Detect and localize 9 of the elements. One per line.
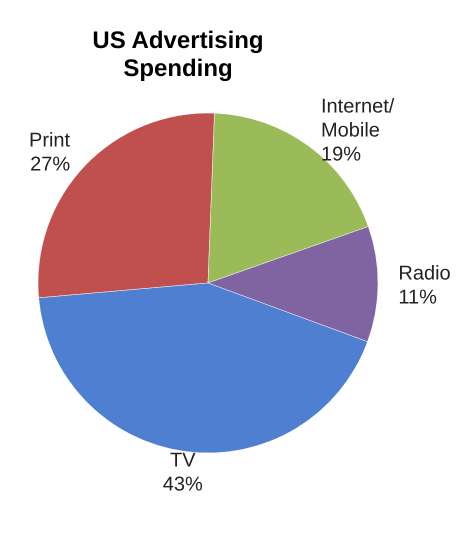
data-label: 19% — [320, 144, 362, 166]
chart-title: US Advertising Spending — [92, 27, 264, 82]
slice-label: Radio — [398, 262, 451, 284]
data-label: 43% — [162, 474, 204, 496]
data-label: 11% — [398, 286, 438, 308]
slice-label: Internet/Mobile — [320, 96, 395, 142]
slice-label: TV — [170, 450, 196, 472]
slice-label: Print — [28, 130, 71, 152]
data-label: 27% — [30, 154, 70, 176]
